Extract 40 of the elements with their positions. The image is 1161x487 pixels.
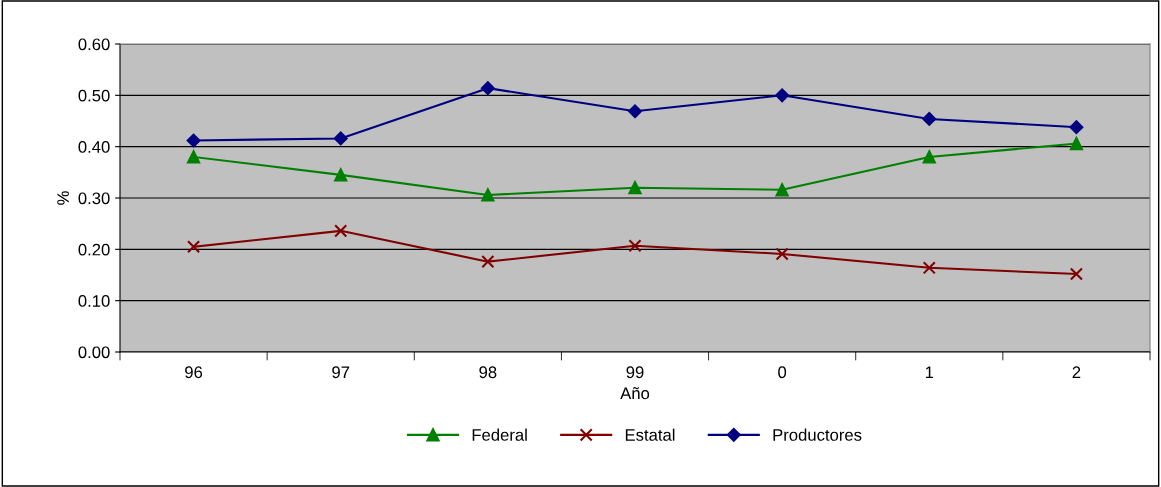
point — [922, 112, 937, 126]
point — [480, 81, 495, 96]
y-tick-label: 0.40 — [78, 141, 110, 153]
point — [481, 255, 495, 269]
point — [1069, 120, 1084, 135]
point — [628, 181, 642, 195]
point — [334, 168, 348, 182]
point — [333, 131, 348, 146]
legend-label: Productores — [773, 428, 862, 441]
point — [186, 150, 201, 164]
point — [186, 240, 201, 254]
x-tick-label: 96 — [185, 366, 203, 379]
point — [775, 183, 789, 197]
point — [775, 88, 790, 103]
y-tick-label: 0.50 — [78, 89, 110, 102]
point — [628, 239, 642, 253]
x-tick-label: 98 — [479, 366, 497, 379]
point — [481, 188, 495, 202]
x-axis-title: Año — [620, 387, 650, 400]
legend-label: Estatal — [625, 428, 675, 441]
point — [186, 133, 201, 148]
y-axis-title: % — [57, 191, 69, 205]
point — [628, 104, 642, 119]
y-tick-label: 0.00 — [78, 346, 110, 359]
point — [922, 150, 936, 164]
point — [1069, 136, 1084, 151]
y-tick-label: 0.30 — [78, 192, 110, 205]
y-tick-label: 0.10 — [78, 295, 110, 307]
point — [922, 261, 936, 275]
x-tick-label: 99 — [626, 366, 644, 379]
x-tick-label: 2 — [1072, 366, 1081, 378]
point — [1069, 267, 1084, 281]
point — [334, 224, 348, 238]
y-tick-label: 0.20 — [78, 243, 110, 256]
x-tick-label: 1 — [925, 366, 934, 378]
x-tick-label: 0 — [778, 366, 787, 379]
legend-label: Federal — [472, 428, 527, 441]
y-tick-label: 0.60 — [78, 38, 110, 51]
x-tick-label: 97 — [332, 366, 350, 379]
point — [775, 247, 789, 261]
